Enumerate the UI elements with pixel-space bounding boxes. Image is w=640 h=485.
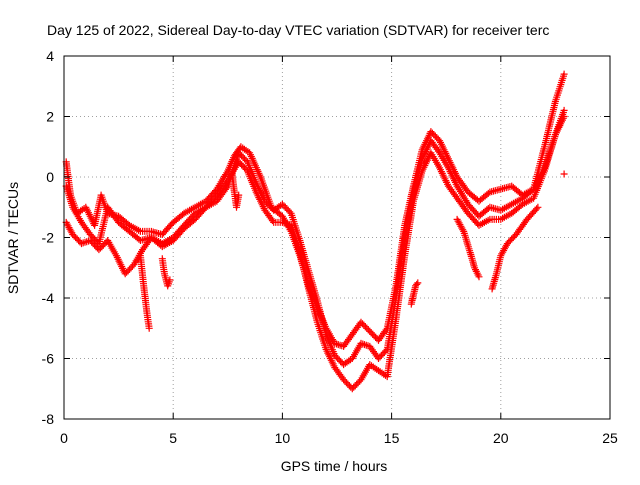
data-point bbox=[414, 279, 422, 287]
data-point bbox=[350, 383, 358, 391]
data-point bbox=[337, 358, 345, 365]
x-tick-label: 20 bbox=[493, 430, 509, 446]
data-point bbox=[560, 113, 568, 120]
y-tick-label: 2 bbox=[46, 109, 54, 125]
chart-title: Day 125 of 2022, Sidereal Day-to-day VTE… bbox=[47, 22, 549, 38]
data-point bbox=[363, 324, 371, 332]
x-tick-label: 25 bbox=[602, 430, 618, 446]
x-tick-label: 0 bbox=[60, 430, 68, 446]
y-tick-label: -8 bbox=[42, 411, 55, 427]
x-axis-label: GPS time / hours bbox=[281, 458, 388, 474]
x-tick-label: 15 bbox=[384, 430, 400, 446]
data-point bbox=[459, 226, 467, 234]
series-branch-7h8 bbox=[228, 170, 243, 211]
tick-layer: 0 5 10 15 20 25 -8 -6 -4 -2 0 2 4 bbox=[42, 48, 618, 446]
y-axis-label: SDTVAR / TECUs bbox=[5, 182, 21, 294]
data-point bbox=[241, 155, 248, 163]
y-tick-label: -6 bbox=[42, 351, 55, 367]
data-point bbox=[475, 273, 483, 281]
data-point bbox=[166, 276, 174, 284]
data-point bbox=[533, 205, 541, 213]
series-late-point bbox=[560, 170, 568, 178]
data-point bbox=[78, 240, 85, 248]
data-point bbox=[560, 70, 568, 78]
series-branch-18h bbox=[453, 215, 483, 281]
data-point bbox=[560, 106, 568, 114]
data-point bbox=[95, 246, 103, 254]
y-tick-label: 4 bbox=[46, 48, 54, 64]
data-point bbox=[286, 208, 294, 216]
data-point bbox=[235, 191, 243, 199]
series-track-3 bbox=[62, 113, 568, 393]
y-tick-label: -4 bbox=[42, 290, 55, 306]
data-layer bbox=[62, 70, 568, 393]
data-point bbox=[145, 324, 153, 332]
series-branch-16h bbox=[407, 279, 422, 308]
data-point bbox=[72, 234, 80, 241]
y-tick-label: -2 bbox=[42, 230, 55, 246]
x-tick-label: 10 bbox=[275, 430, 291, 446]
data-point bbox=[534, 203, 542, 211]
series-branch-early bbox=[136, 252, 153, 332]
data-point bbox=[241, 164, 248, 172]
y-tick-label: 0 bbox=[46, 169, 54, 185]
series-branch-19h6 bbox=[488, 203, 542, 293]
x-tick-label: 5 bbox=[169, 430, 177, 446]
data-point bbox=[413, 280, 421, 288]
series-branch-4h bbox=[158, 255, 174, 290]
data-point bbox=[434, 147, 442, 155]
data-point bbox=[560, 170, 568, 178]
